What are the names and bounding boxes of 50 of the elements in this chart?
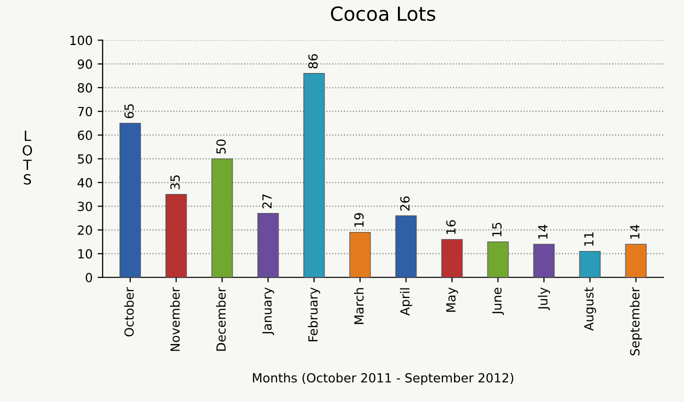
y-tick-label: 50	[78, 154, 92, 164]
y-tick-label: 10	[78, 249, 92, 259]
y-tick-label: 0	[86, 272, 92, 282]
data-label: 14	[538, 224, 548, 239]
x-tick-label: September	[630, 287, 642, 356]
y-tick-label: 80	[78, 83, 92, 93]
x-tick-label: May	[446, 287, 458, 312]
bar	[211, 158, 233, 278]
x-tick-label: August	[584, 287, 596, 331]
chart-title: Cocoa Lots	[330, 6, 436, 22]
data-label: 50	[216, 140, 226, 154]
y-axis-title: LOTS	[22, 130, 32, 185]
y-tick-label: 20	[78, 225, 92, 235]
x-tick-label: January	[262, 287, 274, 336]
bar	[625, 244, 647, 278]
x-tick-label: March	[354, 288, 364, 324]
y-tick-label: 70	[78, 106, 92, 116]
data-label: 26	[400, 196, 410, 211]
x-tick-label: October	[124, 287, 134, 336]
bar	[119, 122, 141, 278]
x-tick-label: June	[492, 288, 504, 315]
x-axis-title: Months (October 2011 - September 2012)	[252, 372, 514, 385]
data-label: 11	[584, 232, 594, 246]
y-tick-label: 30	[78, 202, 92, 212]
bar	[395, 215, 417, 278]
y-tick-label: 100	[70, 36, 92, 46]
x-tick-label: July	[538, 287, 550, 310]
bar	[579, 250, 601, 278]
x-tick-label: December	[216, 287, 226, 351]
data-label: 35	[170, 175, 180, 190]
x-tick-label: November	[170, 287, 180, 351]
data-label: 14	[630, 224, 640, 239]
bar	[533, 244, 555, 278]
data-label: 27	[262, 194, 272, 208]
data-label: 86	[308, 54, 318, 68]
data-label: 65	[124, 104, 134, 118]
bar	[303, 73, 325, 278]
data-label: 19	[354, 213, 364, 227]
x-tick-label: February	[308, 287, 320, 342]
data-label: 15	[492, 222, 502, 236]
y-tick-label: 90	[78, 59, 92, 69]
y-tick-label: 60	[78, 130, 92, 140]
x-tick-label: April	[400, 288, 412, 316]
y-tick-label: 40	[78, 178, 92, 188]
bar	[349, 232, 371, 278]
bar	[257, 212, 279, 278]
data-label: 16	[446, 220, 456, 234]
bar	[165, 194, 187, 278]
bar	[487, 241, 509, 278]
bar	[441, 239, 463, 278]
